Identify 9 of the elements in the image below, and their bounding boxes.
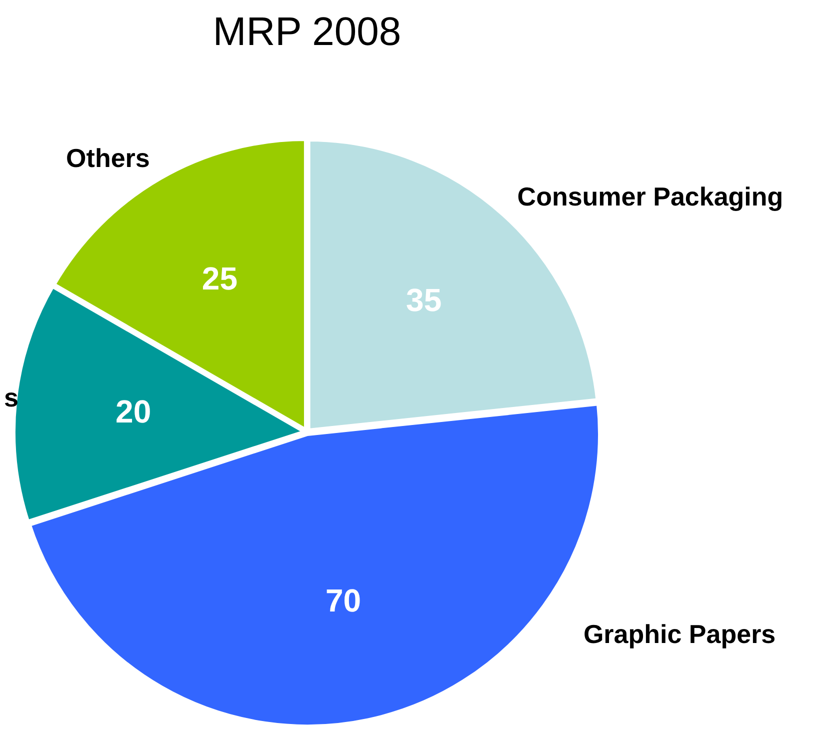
data-label: 70 <box>326 582 362 619</box>
slice-label: s <box>4 382 18 412</box>
data-label: 35 <box>406 282 442 318</box>
slice-label: Consumer Packaging <box>517 182 784 212</box>
data-label: 25 <box>202 260 238 297</box>
slice-label: Others <box>66 142 150 173</box>
slice-label: Graphic Papers <box>583 619 776 650</box>
chart-title: MRP 2008 <box>212 10 402 54</box>
data-label: 20 <box>116 394 152 430</box>
